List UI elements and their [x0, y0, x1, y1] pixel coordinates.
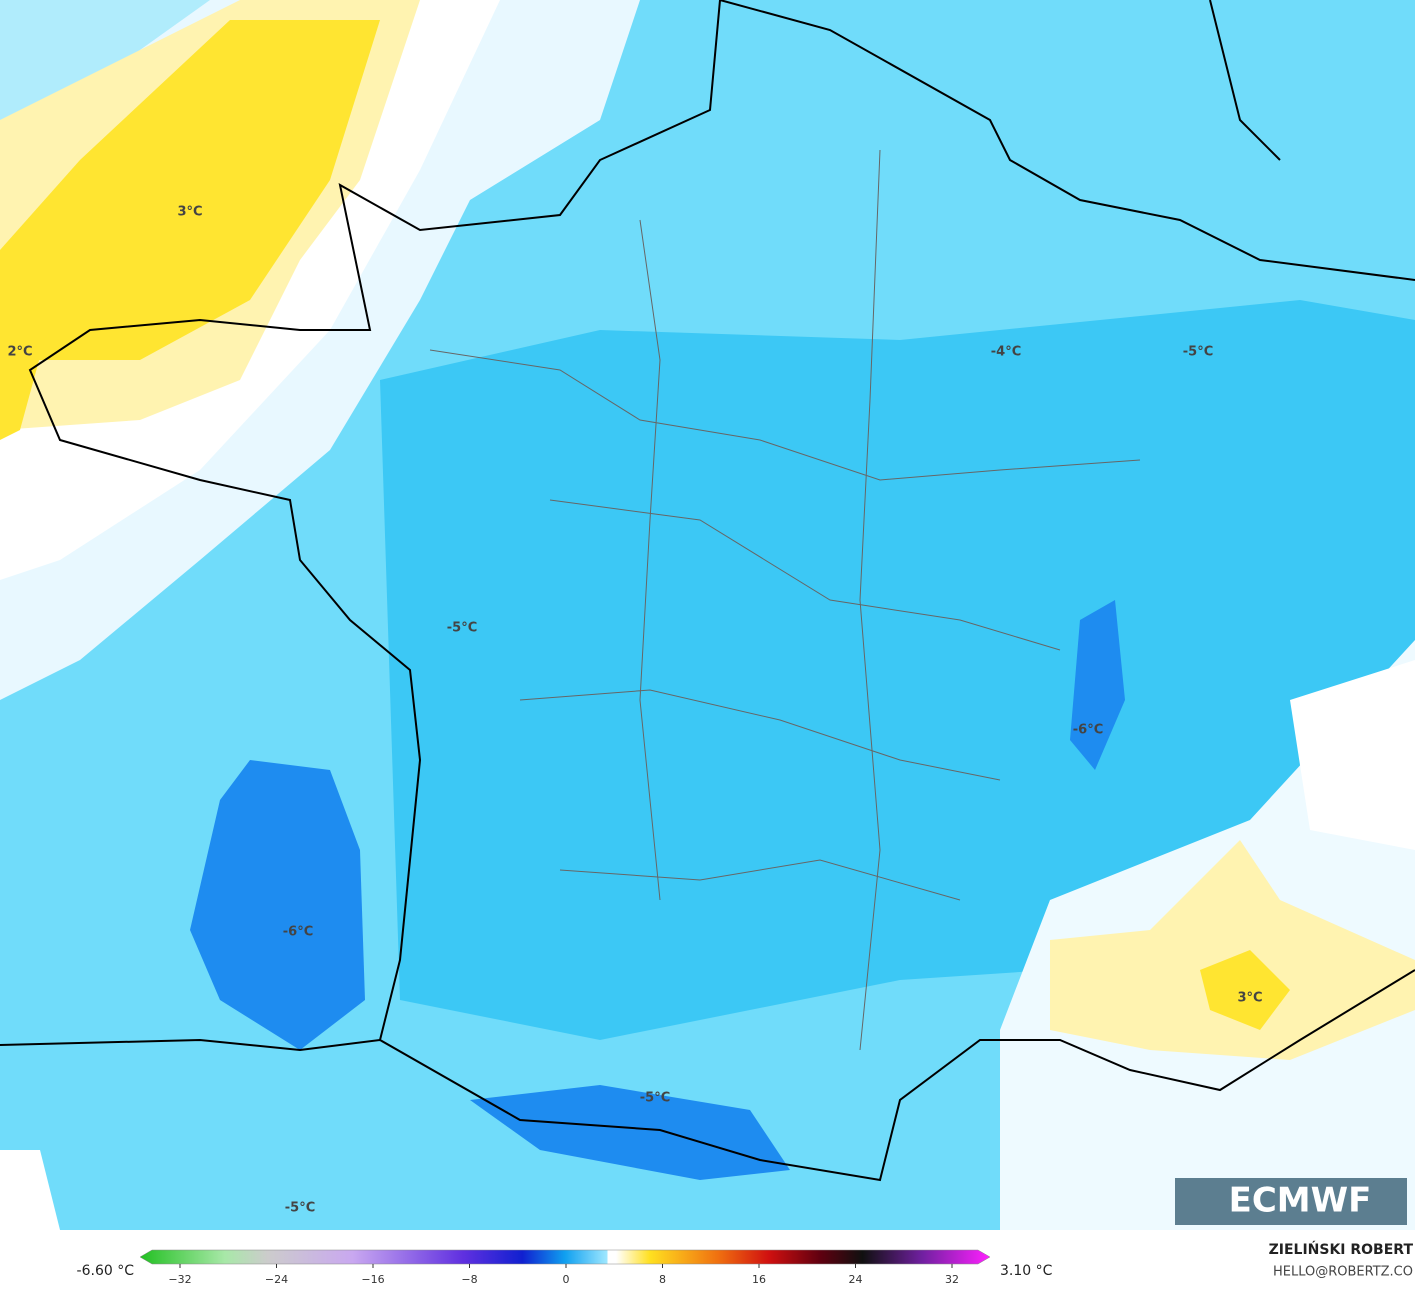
field-area	[470, 1085, 790, 1180]
contour-label: -5°C	[285, 1201, 315, 1216]
colorbar-tick-label: −16	[361, 1273, 384, 1286]
contour-label: 3°C	[177, 205, 202, 220]
field-area	[1290, 660, 1415, 850]
contour-label: -5°C	[640, 1091, 670, 1106]
field-area	[1200, 950, 1290, 1030]
colorbar-tick-label: 32	[945, 1273, 959, 1286]
contour-label: 3°C	[1237, 991, 1262, 1006]
author-name: ZIELIŃSKI ROBERT	[1269, 1240, 1414, 1258]
field-area	[1050, 840, 1415, 1060]
colorbar-min-label: -6.60 °C	[77, 1263, 135, 1279]
colorbar-tick-label: 16	[752, 1273, 766, 1286]
field-area	[0, 1150, 60, 1230]
contour-label: -4°C	[991, 345, 1021, 360]
contour-label: 2°C	[7, 345, 32, 360]
colorbar	[139, 1249, 991, 1265]
contour-labels: 3°C 2°C -4°C -5°C -5°C -6°C -6°C -5°C -5°C 3°C	[7, 205, 1262, 1216]
colorbar-tick-label: 24	[849, 1273, 863, 1286]
contour-label: -5°C	[1183, 345, 1213, 360]
region-border	[429, 149, 1141, 1051]
field-area	[190, 760, 365, 1050]
field-area	[0, 20, 380, 360]
logo-text: ECMWF	[1229, 1181, 1372, 1221]
colorbar-tick-label: −24	[265, 1273, 288, 1286]
field-area	[380, 300, 1415, 1040]
colorbar-tick-label: −32	[168, 1273, 191, 1286]
field-area	[0, 320, 50, 440]
logo-box: ECMWF	[1175, 1178, 1407, 1225]
colorbar-tick-label: −8	[461, 1273, 477, 1286]
coastline-border	[0, 0, 1415, 1182]
field-area	[1070, 600, 1125, 770]
colorbar-tick-label: 0	[563, 1273, 570, 1286]
map	[0, 0, 1415, 1230]
colorbar-tick-label: 8	[659, 1273, 666, 1286]
author-contact: HELLO@ROBERTZ.CO	[1273, 1265, 1413, 1280]
logo-background	[1175, 1178, 1407, 1225]
contour-label: -6°C	[1073, 723, 1103, 738]
contour-label: -6°C	[283, 925, 313, 940]
colorbar-ticks: −32 −24 −16 −8 0 8 16 24 32	[168, 1264, 959, 1286]
colorbar-max-label: 3.10 °C	[1000, 1263, 1053, 1279]
contour-label: -5°C	[447, 621, 477, 636]
